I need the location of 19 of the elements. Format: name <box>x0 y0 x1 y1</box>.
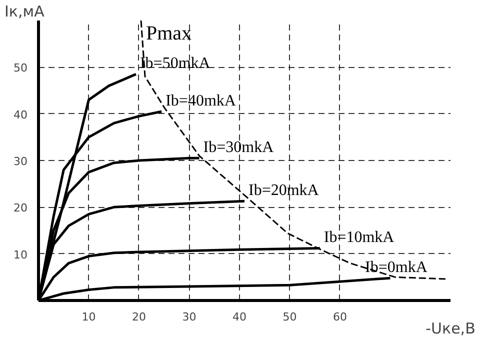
x-tick-label: 60 <box>332 310 347 324</box>
x-tick-label: 20 <box>132 310 146 324</box>
x-tick-label: 40 <box>232 310 246 324</box>
series-label: Ib=0mkA <box>365 259 428 276</box>
x-tick-label: 10 <box>82 310 96 324</box>
series-label: Ib=30mkA <box>203 139 274 156</box>
y-axis-title: Iк,мА <box>4 2 46 20</box>
series-label: Pmax <box>146 22 192 44</box>
y-tick-label: 30 <box>14 155 28 168</box>
x-tick-label: 50 <box>282 310 297 324</box>
y-tick-label: 20 <box>14 202 28 215</box>
y-tick-label: 10 <box>14 248 28 262</box>
x-tick-label: 30 <box>182 310 196 324</box>
y-tick-label: 50 <box>14 62 28 75</box>
series-label: Ib=20mkA <box>248 182 320 200</box>
x-axis-title: -Uке,В <box>426 320 476 338</box>
series-label: Ib=10mkA <box>324 229 395 246</box>
y-tick-label: 40 <box>14 108 28 122</box>
series-label: Ib=40mkA <box>166 92 236 110</box>
